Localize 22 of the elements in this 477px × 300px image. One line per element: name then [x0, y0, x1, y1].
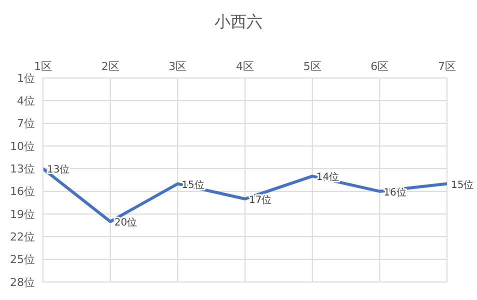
- x-tick-label: 5区: [303, 60, 322, 73]
- chart-title: 小西六: [214, 11, 264, 33]
- y-tick-label: 4位: [17, 94, 35, 108]
- y-tick-label: 1位: [17, 72, 35, 85]
- y-tick-label: 16位: [10, 185, 35, 198]
- data-label: 15位: [451, 178, 474, 191]
- data-label: 20位: [114, 216, 138, 229]
- data-label: 13位: [47, 164, 70, 176]
- x-tick-label: 4区: [236, 60, 254, 73]
- x-tick-label: 6区: [370, 60, 389, 73]
- y-tick-label: 28位: [10, 276, 35, 289]
- x-tick-label: 3区: [168, 60, 187, 73]
- y-tick-label: 25位: [10, 253, 35, 266]
- x-tick-label: 7区: [438, 60, 456, 73]
- y-tick-label: 10位: [10, 140, 35, 153]
- y-tick-label: 7位: [17, 117, 35, 130]
- x-tick-label: 2区: [101, 60, 120, 73]
- y-tick-label: 22位: [10, 230, 35, 244]
- x-tick-label: 1区: [34, 60, 52, 73]
- y-tick-label: 13位: [10, 162, 35, 176]
- y-tick-label: 19位: [10, 208, 35, 221]
- data-label: 17位: [249, 194, 272, 206]
